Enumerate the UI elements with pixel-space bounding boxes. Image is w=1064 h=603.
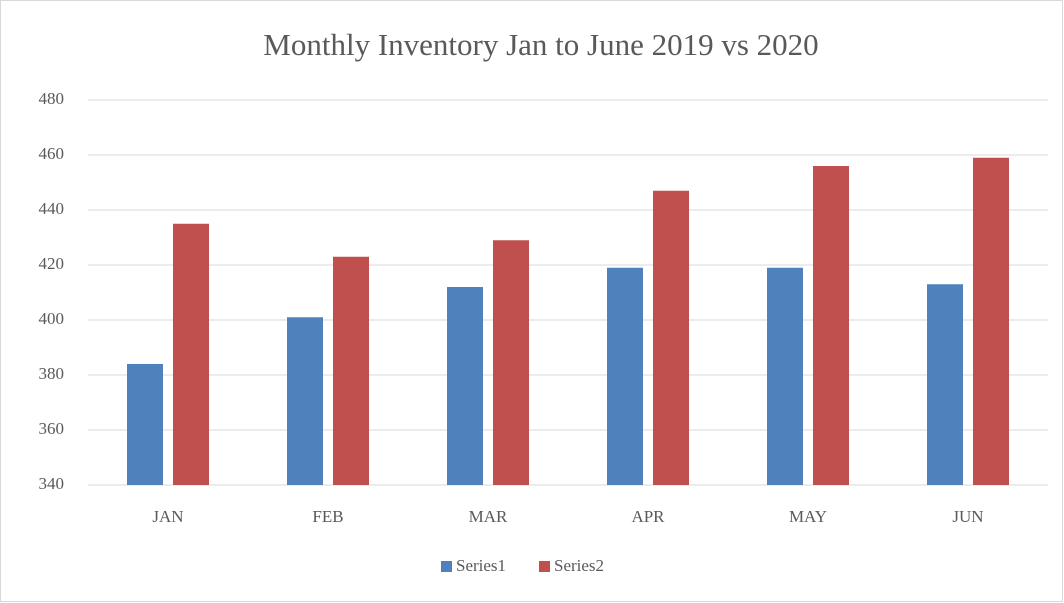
y-tick-label: 480 xyxy=(39,89,65,108)
legend-swatch xyxy=(441,561,452,572)
x-tick-label: MAR xyxy=(469,507,508,526)
y-tick-label: 440 xyxy=(39,199,65,218)
y-tick-label: 380 xyxy=(39,364,65,383)
x-tick-label: MAY xyxy=(789,507,827,526)
y-tick-label: 340 xyxy=(39,474,65,493)
y-tick-label: 360 xyxy=(39,419,65,438)
legend-swatch xyxy=(539,561,550,572)
x-tick-label: JUN xyxy=(952,507,983,526)
bar xyxy=(927,284,963,485)
bar xyxy=(973,157,1009,485)
bar xyxy=(767,267,803,485)
y-tick-label: 460 xyxy=(39,144,65,163)
bar xyxy=(333,256,369,485)
bar xyxy=(173,223,209,485)
bar xyxy=(607,267,643,485)
bar xyxy=(287,317,323,485)
y-tick-label: 420 xyxy=(39,254,65,273)
x-tick-label: FEB xyxy=(312,507,343,526)
chart-title: Monthly Inventory Jan to June 2019 vs 20… xyxy=(263,27,818,62)
x-tick-label: JAN xyxy=(152,507,183,526)
legend-label: Series1 xyxy=(456,556,506,575)
bar xyxy=(493,240,529,485)
y-tick-label: 400 xyxy=(39,309,65,328)
bar xyxy=(653,190,689,485)
legend-label: Series2 xyxy=(554,556,604,575)
bar xyxy=(813,166,849,485)
x-tick-label: APR xyxy=(631,507,665,526)
bar xyxy=(447,287,483,485)
bar xyxy=(127,364,163,485)
